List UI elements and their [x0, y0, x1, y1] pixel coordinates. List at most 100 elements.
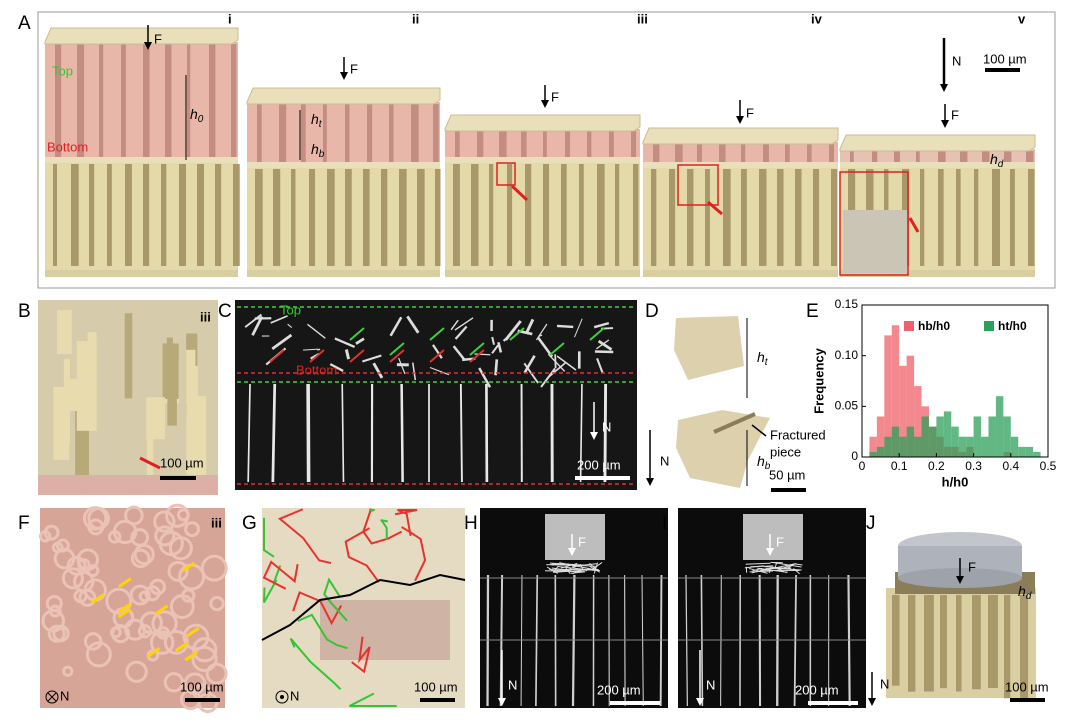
- symbol-main: h: [311, 111, 319, 127]
- cell-trace: [351, 636, 371, 674]
- pink-wall: [433, 104, 439, 163]
- cell-trace: [292, 591, 343, 626]
- symbol-label: hb: [311, 141, 325, 160]
- highlight-box: [496, 162, 516, 186]
- pillar-shadow: [489, 164, 494, 266]
- pillar-shadow: [381, 169, 388, 266]
- y-axis-label: Frequency: [811, 347, 826, 414]
- fiber: [497, 341, 503, 353]
- pillar-shadow: [938, 169, 944, 266]
- pink-wall: [1026, 151, 1034, 163]
- cell-trace: [344, 527, 380, 583]
- pink-wall: [187, 44, 191, 158]
- cell-wall: [82, 506, 108, 531]
- fiber: [270, 315, 288, 324]
- pink-wall: [77, 44, 85, 158]
- x-tick-label: 0.5: [1040, 459, 1057, 473]
- fiber: [596, 358, 604, 374]
- histogram-bar: [869, 436, 877, 457]
- y-tick-label: 0.10: [835, 348, 859, 362]
- pillar-shadow: [561, 164, 567, 266]
- histogram-bar: [906, 355, 915, 457]
- annotation: Top: [52, 63, 73, 78]
- fiber: [306, 383, 311, 483]
- pillar-shadow: [143, 164, 150, 266]
- pink-wall: [938, 151, 946, 163]
- pink-wall: [499, 131, 507, 158]
- fiber: [341, 383, 345, 483]
- pink-wall: [916, 151, 920, 163]
- annotation: iii: [637, 11, 648, 26]
- annotation: F: [968, 559, 976, 574]
- cell-trace: [394, 509, 418, 536]
- pink-wall: [209, 44, 216, 158]
- fiber: [450, 319, 459, 331]
- symbol-label: hd: [1018, 583, 1032, 602]
- histogram-bar: [966, 436, 974, 457]
- histogram-bar: [928, 426, 937, 457]
- fiber: [535, 323, 548, 341]
- y-tick-label: 0.05: [835, 399, 859, 413]
- fiber: [452, 345, 466, 361]
- fracture: [713, 412, 756, 434]
- annotation: N: [290, 688, 299, 703]
- indenter: [545, 514, 605, 560]
- cell-wall: [176, 508, 190, 522]
- arrow-head: [144, 42, 152, 50]
- pillar-shadow: [507, 164, 513, 266]
- annotation: iii: [211, 515, 222, 530]
- cell-wall: [124, 618, 147, 641]
- pillar-shadow: [705, 169, 710, 266]
- piece-top: [674, 316, 744, 380]
- fiber: [303, 348, 319, 351]
- yellow-arrow: [146, 647, 161, 658]
- pillar-shadow: [669, 169, 676, 266]
- cell-wall: [197, 692, 219, 714]
- pillar-shadow: [759, 169, 767, 266]
- histogram-bar: [988, 416, 996, 457]
- yellow-arrow: [184, 650, 199, 662]
- highlight-box: [839, 171, 909, 276]
- annotation: N: [508, 677, 517, 692]
- cell-wall: [130, 528, 150, 547]
- cell-wall: [76, 548, 100, 571]
- pillar-shadow: [273, 169, 281, 266]
- debris: [770, 567, 802, 571]
- pink-wall: [389, 104, 394, 163]
- pink-wall: [719, 144, 726, 163]
- pink-wall: [231, 44, 237, 158]
- histogram-bar: [981, 436, 989, 457]
- pillar-shadow: [327, 169, 335, 266]
- symbol-sub: d: [1026, 591, 1032, 602]
- fiber: [504, 320, 522, 341]
- cell-wall: [158, 530, 184, 557]
- pink-wall: [143, 44, 150, 158]
- arrow-head: [956, 576, 964, 584]
- pointer: [751, 424, 767, 437]
- pink-wall: [894, 151, 900, 163]
- fiber: [244, 313, 263, 328]
- fiber: [524, 318, 535, 335]
- cell-wall: [48, 604, 62, 618]
- cell-wall: [47, 624, 66, 643]
- x-tick-label: 0.1: [891, 459, 908, 473]
- marker-line: [509, 327, 525, 341]
- pillar-shadow: [687, 169, 694, 266]
- pillar: [186, 365, 198, 434]
- cell-wall: [41, 609, 66, 633]
- cell-wall: [167, 560, 189, 582]
- pillar-shadow: [89, 164, 95, 266]
- debris: [545, 570, 586, 573]
- cell-wall: [191, 645, 218, 673]
- cell-wall: [62, 665, 74, 677]
- annotation: F: [951, 107, 959, 122]
- pillar: [124, 313, 133, 399]
- pillar-shadow: [215, 164, 222, 266]
- pink-wall: [741, 144, 746, 163]
- histogram-bar: [914, 386, 922, 457]
- fiber: [491, 336, 495, 345]
- fiber: [454, 317, 474, 331]
- marker-line: [269, 349, 285, 363]
- base-plate: [643, 270, 838, 277]
